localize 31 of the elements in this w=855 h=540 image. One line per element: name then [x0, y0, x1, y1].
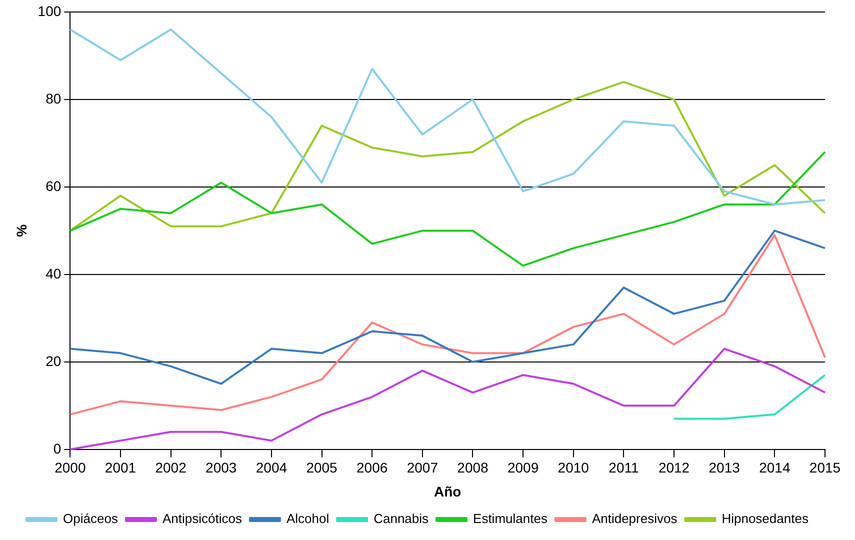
x-tick-label: 2010: [558, 460, 590, 476]
y-tick-label: 20: [46, 352, 62, 369]
x-tick-label: 2012: [658, 460, 690, 476]
x-tick-label: 2014: [759, 460, 790, 476]
legend-label: Antipsicóticos: [162, 511, 242, 526]
x-tick-label: 2003: [206, 460, 237, 476]
y-tick-label: 100: [38, 2, 62, 19]
y-tick-label: 40: [46, 265, 62, 282]
x-tick-label: 2007: [406, 460, 438, 476]
x-tick-label: 2005: [306, 460, 338, 476]
y-tick-label: 0: [53, 440, 62, 456]
x-tick-label: 2006: [356, 460, 388, 476]
x-tick-label: 2000: [54, 460, 86, 476]
legend-label: Alcohol: [286, 511, 330, 526]
x-tick-label: 2008: [457, 460, 489, 476]
x-axis-title: Año: [434, 483, 462, 500]
legend-label: Estimulantes: [473, 511, 548, 526]
legend-label: Cannabis: [374, 511, 430, 526]
y-axis-title: %: [13, 224, 30, 237]
x-tick-label: 2004: [256, 460, 288, 476]
y-tick-label: 60: [46, 178, 62, 194]
legend-label: Hipnosedantes: [722, 511, 809, 526]
x-tick-label: 2001: [104, 460, 136, 476]
y-tick-label: 80: [46, 90, 62, 106]
x-tick-label: 2013: [708, 460, 740, 476]
legend-label: Antidepresivos: [592, 511, 678, 526]
legend-label: Opiáceos: [63, 511, 118, 526]
x-tick-label: 2011: [608, 460, 639, 476]
x-tick-label: 2009: [507, 460, 539, 476]
x-tick-label: 2002: [155, 460, 187, 476]
x-tick-label: 2015: [809, 460, 841, 476]
